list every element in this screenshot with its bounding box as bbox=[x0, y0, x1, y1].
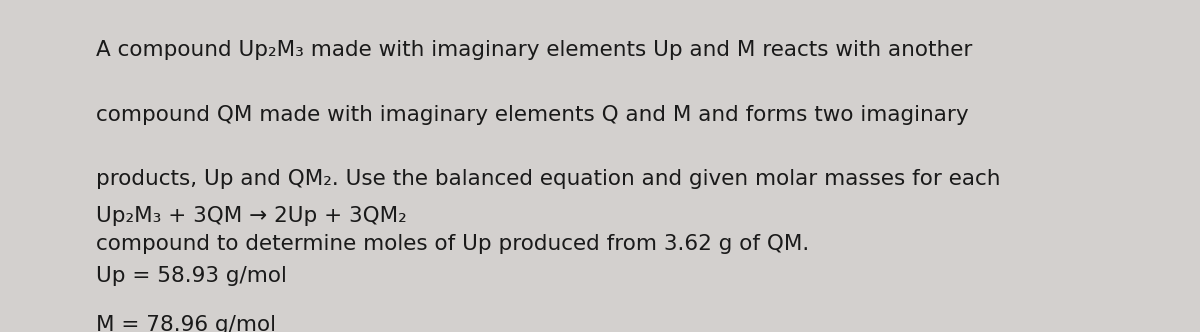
Text: Up₂M₃ + 3QM → 2Up + 3QM₂: Up₂M₃ + 3QM → 2Up + 3QM₂ bbox=[96, 206, 407, 226]
Text: compound QM made with imaginary elements Q and M and forms two imaginary: compound QM made with imaginary elements… bbox=[96, 105, 968, 124]
Text: A compound Up₂M₃ made with imaginary elements Up and M reacts with another: A compound Up₂M₃ made with imaginary ele… bbox=[96, 40, 972, 60]
Text: compound to determine moles of Up produced from 3.62 g of QM.: compound to determine moles of Up produc… bbox=[96, 234, 809, 254]
Text: M = 78.96 g/mol: M = 78.96 g/mol bbox=[96, 315, 276, 332]
Text: products, Up and QM₂. Use the balanced equation and given molar masses for each: products, Up and QM₂. Use the balanced e… bbox=[96, 169, 1001, 189]
Text: Up = 58.93 g/mol: Up = 58.93 g/mol bbox=[96, 266, 287, 286]
